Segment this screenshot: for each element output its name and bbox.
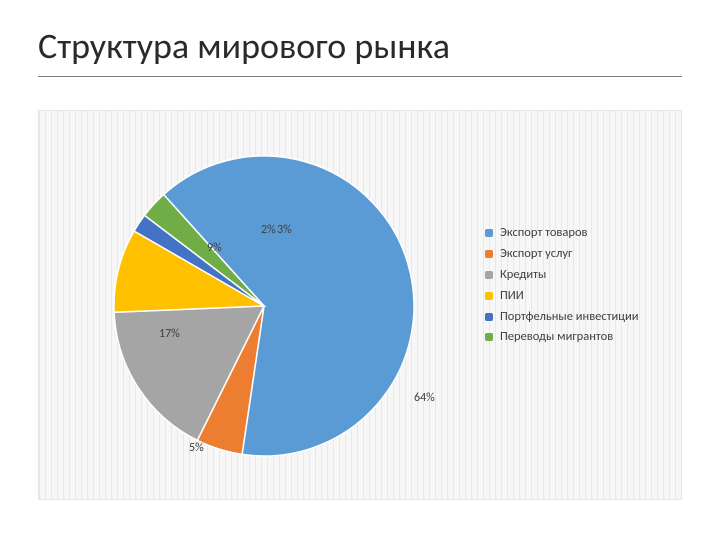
legend-marker <box>485 250 493 258</box>
legend-marker <box>485 333 493 341</box>
legend-marker <box>485 313 493 321</box>
title-underline <box>38 76 682 77</box>
legend-item: Экспорт товаров <box>485 225 665 242</box>
legend-item: Кредиты <box>485 267 665 284</box>
legend-label: Экспорт услуг <box>500 246 665 263</box>
slide: { "title": "Структура мирового рынка", "… <box>0 0 720 540</box>
slice-data-label: 2% <box>261 223 276 237</box>
slice-data-label: 9% <box>207 241 222 255</box>
legend-label: ПИИ <box>500 288 665 305</box>
pie-chart: 64%5%17%9%2%3% <box>109 151 419 461</box>
legend-marker <box>485 292 493 300</box>
slice-data-label: 64% <box>414 391 435 405</box>
legend: Экспорт товаров Экспорт услуг Кредиты ПИИ По… <box>485 221 665 350</box>
legend-item: Экспорт услуг <box>485 246 665 263</box>
legend-label: Портфельные инвестиции <box>500 309 665 326</box>
legend-label: Переводы мигрантов <box>500 329 665 346</box>
legend-item: Портфельные инвестиции <box>485 309 665 326</box>
legend-item: Переводы мигрантов <box>485 329 665 346</box>
chart-area: 64% 5% 17% 9% 2%3% Экспорт товаров Экспорт ус… <box>38 110 682 500</box>
slice-data-label: 5% <box>189 441 204 455</box>
legend-label: Кредиты <box>500 267 665 284</box>
legend-marker <box>485 229 493 237</box>
slice-data-label: 17% <box>159 327 180 341</box>
slice-data-label: 3% <box>277 223 292 237</box>
slide-title: Структура мирового рынка <box>38 24 450 68</box>
legend-marker <box>485 271 493 279</box>
legend-label: Экспорт товаров <box>500 225 665 242</box>
pie-svg <box>109 151 419 461</box>
legend-item: ПИИ <box>485 288 665 305</box>
